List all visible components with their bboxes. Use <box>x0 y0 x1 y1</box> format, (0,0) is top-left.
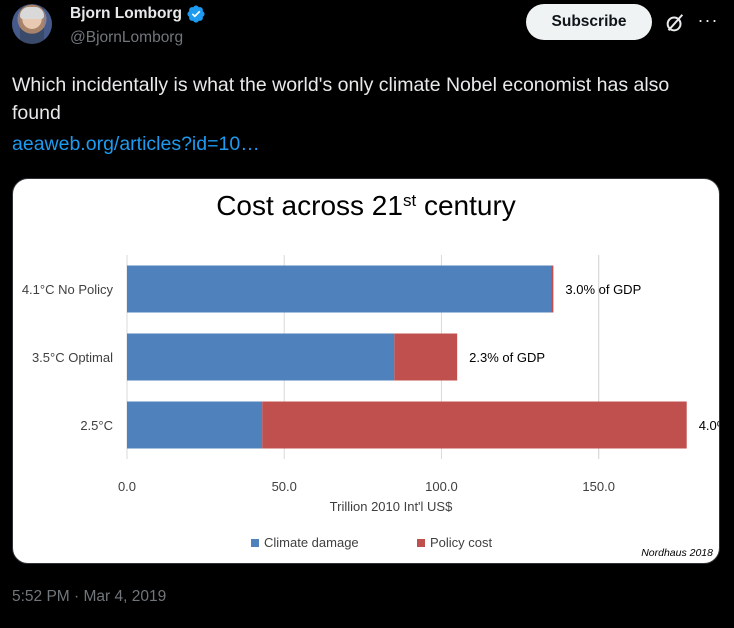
tweet-text: Which incidentally is what the world's o… <box>12 74 670 124</box>
x-tick-label: 0.0 <box>118 479 136 494</box>
legend-label: Climate damage <box>264 535 359 550</box>
author-avatar[interactable] <box>12 4 52 44</box>
legend-swatch <box>417 539 425 547</box>
display-name-text[interactable]: Bjorn Lomborg <box>70 5 182 22</box>
bar-policy-cost <box>551 265 554 313</box>
category-label: 4.1°C No Policy <box>22 282 114 297</box>
category-label: 2.5°C <box>80 418 113 433</box>
chart-title: Cost across 21st century <box>216 190 516 221</box>
bar-climate-damage <box>127 333 395 381</box>
x-tick-label: 50.0 <box>272 479 297 494</box>
data-label: 3.0% of GDP <box>565 282 641 297</box>
legend-swatch <box>251 539 259 547</box>
legend-label: Policy cost <box>430 535 493 550</box>
x-axis-label: Trillion 2010 Int'l US$ <box>330 499 453 514</box>
data-label: 4.0% of GDP <box>699 418 719 433</box>
source-note: Nordhaus 2018 <box>641 547 713 559</box>
author-display-name[interactable]: Bjorn Lomborg <box>70 4 206 24</box>
more-icon[interactable]: ··· <box>697 10 719 30</box>
x-tick-label: 100.0 <box>425 479 458 494</box>
bar-policy-cost <box>262 401 687 449</box>
category-label: 3.5°C Optimal <box>32 350 113 365</box>
tweet-link[interactable]: aeaweb.org/articles?id=10… <box>12 133 260 155</box>
bar-climate-damage <box>127 401 263 449</box>
chart: Cost across 21st century 4.1°C No Policy 3… <box>22 190 719 559</box>
subscribe-button[interactable]: Subscribe <box>526 4 652 40</box>
tweet-media-chart[interactable]: Cost across 21st century 4.1°C No Policy 3… <box>12 178 720 564</box>
bar-climate-damage <box>127 265 552 313</box>
tweet-timestamp[interactable]: 5:52 PM · Mar 4, 2019 <box>12 588 167 605</box>
x-tick-label: 150.0 <box>582 479 615 494</box>
bar-policy-cost <box>394 333 458 381</box>
grok-icon[interactable] <box>664 12 686 34</box>
author-handle[interactable]: @BjornLomborg <box>70 29 184 46</box>
verified-badge-icon <box>187 5 205 23</box>
data-label: 2.3% of GDP <box>469 350 545 365</box>
